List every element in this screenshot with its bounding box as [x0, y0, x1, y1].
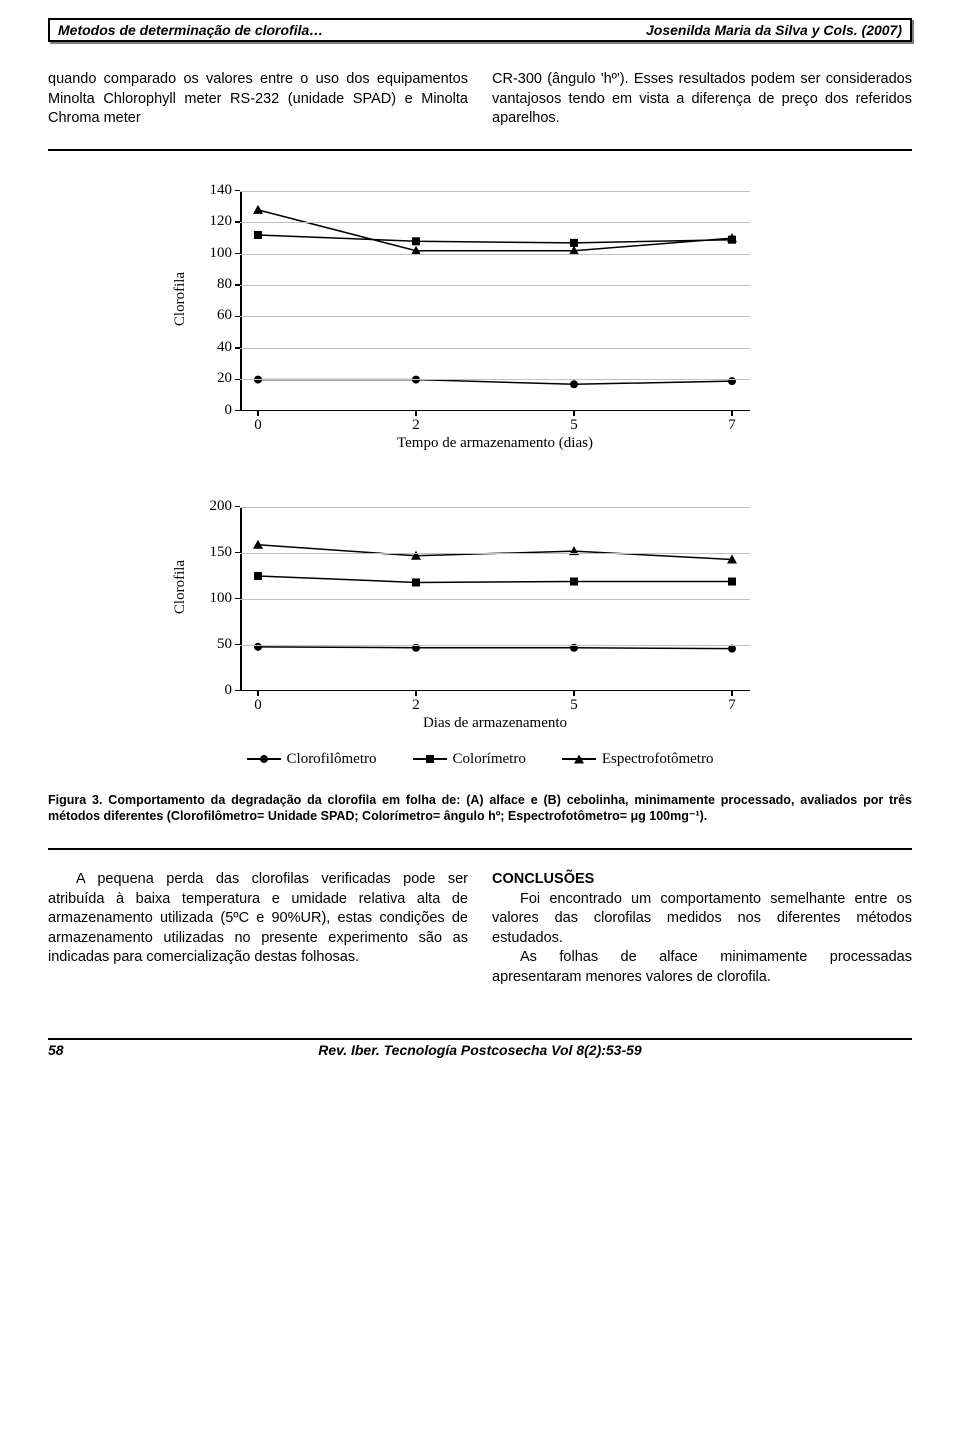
y-tick-label: 0 [196, 682, 232, 699]
y-tick-label: 80 [196, 276, 232, 293]
body-left: A pequena perda das clorofilas verificad… [48, 870, 468, 987]
series-marker [570, 577, 578, 585]
legend-line-icon [562, 758, 596, 760]
x-tick-label: 2 [401, 697, 431, 714]
grid-line [240, 553, 750, 554]
series-marker [412, 237, 420, 245]
body-columns: A pequena perda das clorofilas verificad… [48, 870, 912, 987]
series-marker [254, 231, 262, 239]
x-tick [731, 411, 733, 416]
x-tick [415, 691, 417, 696]
circle-marker-icon [260, 755, 268, 763]
series-marker [254, 572, 262, 580]
series-marker [728, 377, 736, 385]
grid-line [240, 254, 750, 255]
x-tick [573, 691, 575, 696]
journal-ref: Rev. Iber. Tecnología Postcosecha Vol 8(… [64, 1042, 897, 1058]
chart-b-xlabel: Dias de armazenamento [240, 715, 750, 732]
x-tick [257, 411, 259, 416]
series-marker [570, 380, 578, 388]
body-left-p: A pequena perda das clorofilas verificad… [48, 870, 468, 968]
x-tick [415, 411, 417, 416]
y-tick-label: 0 [196, 402, 232, 419]
grid-line [240, 348, 750, 349]
intro-left: quando comparado os valores entre o uso … [48, 70, 468, 129]
header-right: Josenilda Maria da Silva y Cols. (2007) [646, 22, 902, 38]
x-tick-label: 5 [559, 417, 589, 434]
grid-line [240, 599, 750, 600]
x-tick [257, 691, 259, 696]
y-tick-label: 40 [196, 339, 232, 356]
y-tick-label: 140 [196, 182, 232, 199]
series-marker [728, 577, 736, 585]
grid-line [240, 507, 750, 508]
conclusoes-heading: CONCLUSÕES [492, 870, 912, 890]
legend-colorimetro: Colorímetro [413, 751, 526, 768]
intro-right: CR-300 (ângulo 'hº'). Esses resultados p… [492, 70, 912, 129]
series-line [258, 235, 732, 243]
y-tick-label: 150 [196, 544, 232, 561]
body-right: CONCLUSÕES Foi encontrado um comportamen… [492, 870, 912, 987]
legend-line-icon [413, 758, 447, 760]
legend-label: Colorímetro [453, 751, 526, 768]
series-marker [412, 578, 420, 586]
y-tick-label: 100 [196, 590, 232, 607]
intro-columns: quando comparado os valores entre o uso … [48, 70, 912, 129]
y-tick-label: 60 [196, 307, 232, 324]
separator-rule [48, 149, 912, 151]
x-tick [731, 691, 733, 696]
x-tick-label: 2 [401, 417, 431, 434]
grid-line [240, 379, 750, 380]
legend-clorofilometro: Clorofilômetro [247, 751, 377, 768]
separator-rule-2 [48, 848, 912, 850]
chart-b-ylabel: Clorofila [172, 527, 189, 647]
series-line [258, 210, 732, 251]
series-line [258, 647, 732, 649]
page-number: 58 [48, 1042, 64, 1058]
chart-a-plot: 0204060801001201400257 [240, 191, 750, 411]
grid-line [240, 316, 750, 317]
square-marker-icon [426, 755, 434, 763]
x-tick-label: 0 [243, 417, 273, 434]
page-footer: 58 Rev. Iber. Tecnología Postcosecha Vol… [48, 1038, 912, 1058]
y-tick-label: 100 [196, 245, 232, 262]
y-tick-label: 120 [196, 213, 232, 230]
y-tick-label: 20 [196, 370, 232, 387]
conclusoes-p1: Foi encontrado um comportamento semelhan… [492, 890, 912, 949]
grid-line [240, 645, 750, 646]
chart-a-ylabel: Clorofila [172, 239, 189, 359]
x-tick-label: 0 [243, 697, 273, 714]
x-tick-label: 5 [559, 697, 589, 714]
page-header: Metodos de determinação de clorofila… Jo… [48, 18, 912, 42]
header-left: Metodos de determinação de clorofila… [58, 22, 323, 38]
x-tick-label: 7 [717, 697, 747, 714]
chart-legend: Clorofilômetro Colorímetro Espectrofotôm… [48, 751, 912, 768]
chart-cebolinha: Clorofila 0501001502000257 Dias de armaz… [170, 497, 790, 741]
y-tick-label: 200 [196, 498, 232, 515]
x-tick [573, 411, 575, 416]
grid-line [240, 222, 750, 223]
triangle-marker-icon [574, 755, 584, 764]
y-tick [235, 690, 240, 692]
legend-label: Espectrofotômetro [602, 751, 714, 768]
grid-line [240, 191, 750, 192]
legend-label: Clorofilômetro [287, 751, 377, 768]
figure-caption: Figura 3. Comportamento da degradação da… [48, 792, 912, 825]
chart-b-plot: 0501001502000257 [240, 507, 750, 691]
legend-espectrofotometro: Espectrofotômetro [562, 751, 714, 768]
chart-a-svg [240, 191, 750, 411]
y-tick [235, 410, 240, 412]
series-marker [570, 239, 578, 247]
series-line [258, 576, 732, 582]
conclusoes-p2: As folhas de alface minimamente processa… [492, 948, 912, 987]
chart-a-xlabel: Tempo de armazenamento (dias) [240, 435, 750, 452]
grid-line [240, 285, 750, 286]
legend-line-icon [247, 758, 281, 760]
y-tick-label: 50 [196, 636, 232, 653]
chart-alface: Clorofila 0204060801001201400257 Tempo d… [170, 181, 790, 461]
x-tick-label: 7 [717, 417, 747, 434]
series-marker [253, 205, 263, 214]
